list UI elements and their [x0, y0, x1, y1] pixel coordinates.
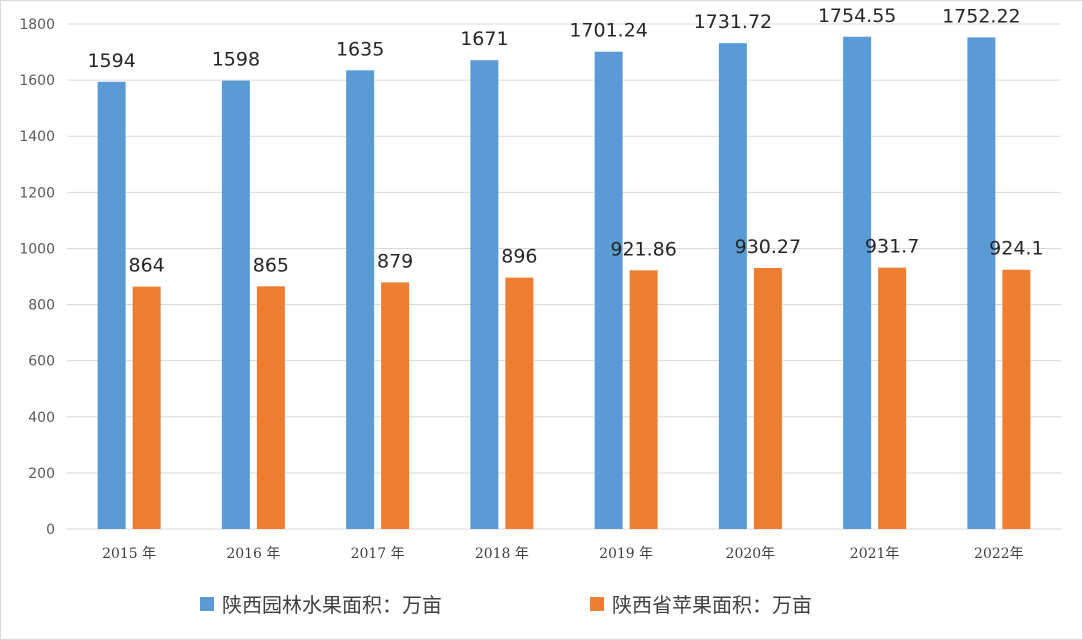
bar-series-1-6 — [843, 36, 872, 529]
bar-series-2-5 — [753, 268, 782, 529]
legend: 陕西园林水果面积：万亩 陕西省苹果面积：万亩 — [200, 593, 812, 617]
data-label-series-2: 930.27 — [735, 236, 801, 258]
bar-series-2-6 — [878, 267, 907, 529]
data-label-series-1: 1754.55 — [818, 5, 897, 27]
bar-series-2-4 — [629, 270, 658, 529]
data-label-series-1: 1598 — [212, 49, 260, 71]
x-category-label: 2018 年 — [475, 546, 529, 562]
data-label-series-2: 931.7 — [865, 236, 919, 258]
x-category-label: 2020年 — [726, 546, 776, 562]
x-axis-category-labels: 2015 年 2016 年 2017 年 2018 年 2019 年 2020年 2021年… — [102, 546, 1024, 562]
data-label-series-1: 1731.72 — [694, 11, 773, 33]
bar-series-1-2 — [346, 70, 375, 530]
y-tick-label: 1000 — [19, 241, 55, 257]
bar-series-1-5 — [718, 43, 747, 529]
y-tick-label: 0 — [46, 522, 55, 538]
bar-series-1-4 — [594, 51, 623, 529]
x-category-label: 2022年 — [974, 546, 1024, 562]
data-label-series-2: 921.86 — [610, 238, 676, 260]
y-tick-label: 800 — [28, 298, 55, 314]
legend-swatch-series-1 — [200, 597, 214, 611]
data-label-series-1: 1701.24 — [569, 20, 648, 42]
y-tick-label: 600 — [28, 354, 55, 370]
data-label-series-2: 865 — [253, 254, 289, 276]
legend-label-series-1: 陕西园林水果面积：万亩 — [222, 593, 442, 617]
legend-label-series-2: 陕西省苹果面积：万亩 — [612, 593, 812, 617]
x-category-label: 2015 年 — [102, 546, 156, 562]
data-label-series-2: 864 — [128, 255, 164, 277]
legend-swatch-series-2 — [590, 597, 604, 611]
y-axis-tick-labels: 0 200 400 600 800 1000 1200 1400 1600 1800 — [19, 17, 55, 538]
x-category-label: 2021年 — [850, 546, 900, 562]
data-label-series-1: 1671 — [460, 28, 508, 50]
y-tick-label: 1600 — [19, 73, 55, 89]
x-category-label: 2016 年 — [226, 546, 280, 562]
bar-series-1-0 — [97, 81, 126, 530]
data-label-series-2: 879 — [377, 250, 413, 272]
bars — [97, 36, 1031, 530]
bar-series-2-1 — [256, 286, 285, 529]
data-label-series-1: 1752.22 — [942, 5, 1021, 27]
bar-series-1-7 — [967, 37, 996, 530]
y-tick-label: 1400 — [19, 129, 55, 145]
bar-series-1-1 — [221, 80, 250, 529]
data-label-series-1: 1635 — [336, 38, 384, 60]
bar-series-2-0 — [132, 286, 161, 529]
bar-series-2-2 — [381, 282, 410, 529]
x-category-label: 2017 年 — [351, 546, 405, 562]
data-label-series-1: 1594 — [87, 50, 135, 72]
y-tick-label: 1200 — [19, 185, 55, 201]
data-labels: 1594 1598 1635 1671 1701.24 1731.72 1754.55 175… — [87, 5, 1043, 277]
y-tick-label: 200 — [28, 466, 55, 482]
data-label-series-2: 896 — [501, 246, 537, 268]
bar-series-2-3 — [505, 277, 534, 529]
bar-series-2-7 — [1002, 269, 1031, 529]
y-tick-label: 400 — [28, 410, 55, 426]
data-label-series-2: 924.1 — [989, 238, 1043, 260]
x-category-label: 2019 年 — [599, 546, 653, 562]
bar-series-1-3 — [470, 60, 499, 530]
gridlines — [67, 23, 1061, 530]
y-tick-label: 1800 — [19, 17, 55, 33]
